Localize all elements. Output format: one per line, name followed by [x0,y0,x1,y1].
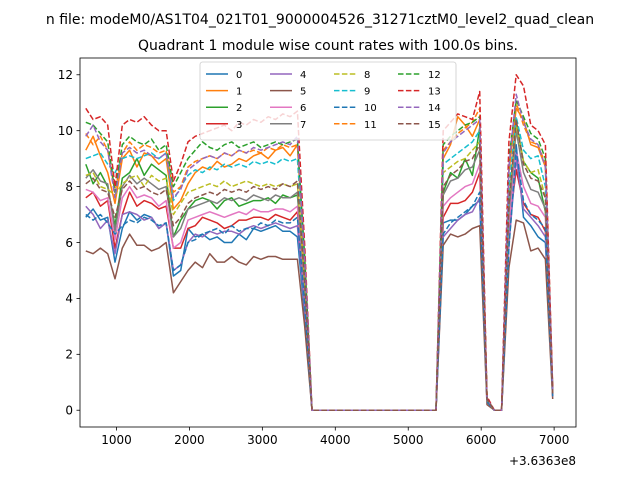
legend-label-2: 2 [236,103,242,114]
y-tick-label: 8 [65,180,73,194]
legend-label-5: 5 [300,87,306,98]
x-tick-label: 3000 [247,433,278,447]
x-tick-label: 1000 [101,433,132,447]
series-layer [85,74,554,411]
legend-label-11: 11 [364,120,377,131]
legend-label-1: 1 [236,87,242,98]
x-tick-label: 4000 [320,433,351,447]
x-tick-label: 7000 [539,433,570,447]
legend-label-10: 10 [364,103,377,114]
y-tick-label: 10 [58,124,73,138]
y-tick-label: 2 [65,348,73,362]
series-line-15 [85,118,554,411]
legend-label-12: 12 [428,70,441,81]
legend-label-14: 14 [428,103,441,114]
x-tick-label: 5000 [393,433,424,447]
legend-label-13: 13 [428,87,441,98]
legend-label-6: 6 [300,103,306,114]
y-tick-label: 6 [65,236,73,250]
legend-label-0: 0 [236,70,242,81]
y-tick-label: 0 [65,404,73,418]
legend-box [199,61,457,141]
x-offset-label: +3.6363e8 [509,454,576,468]
x-tick-label: 2000 [174,433,205,447]
y-tick-label: 12 [58,68,73,82]
figure-suptitle: n file: modeM0/AS1T04_021T01_9000004526_… [46,12,594,28]
legend-label-8: 8 [364,70,370,81]
legend-label-15: 15 [428,120,441,131]
chart-title: Quadrant 1 module wise count rates with … [138,38,518,54]
legend-label-4: 4 [300,70,306,81]
legend-label-3: 3 [236,120,242,131]
y-tick-label: 4 [65,292,73,306]
legend-label-7: 7 [300,120,306,131]
x-tick-label: 6000 [466,433,497,447]
legend-label-9: 9 [364,87,370,98]
